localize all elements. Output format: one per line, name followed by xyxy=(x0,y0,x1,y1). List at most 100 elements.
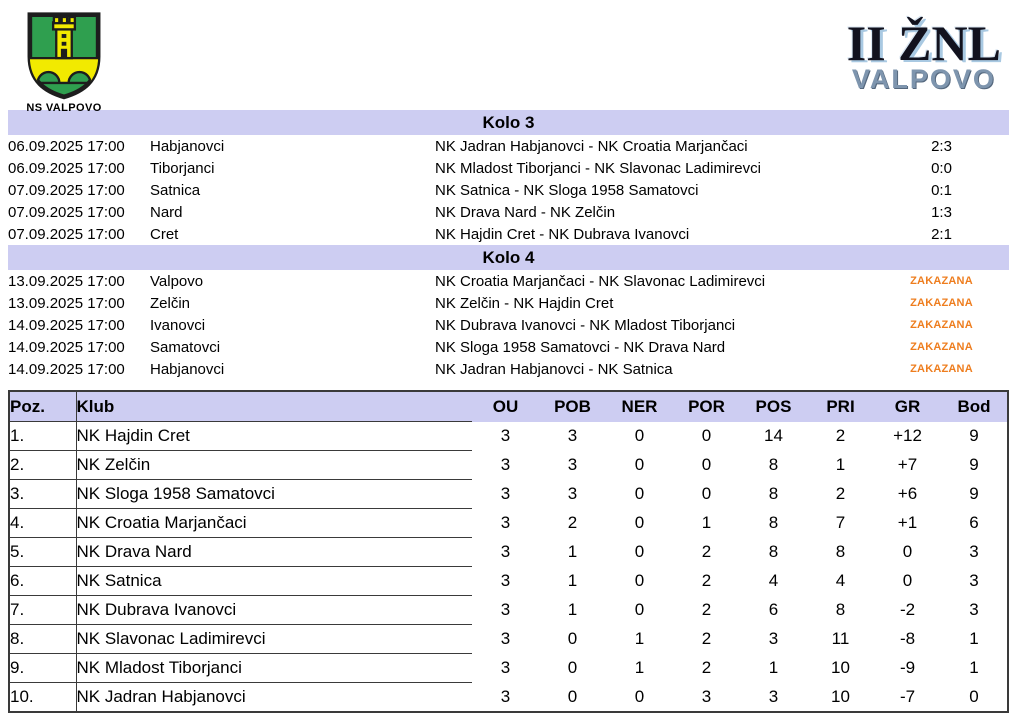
match-row: 07.09.2025 17:00 Satnica NK Satnica - NK… xyxy=(8,179,1009,201)
standings-position: 10. xyxy=(9,682,77,713)
standings-column-pos: POS xyxy=(740,391,807,422)
match-result: 2:3 xyxy=(931,137,952,155)
standings-stat: 3 xyxy=(969,600,979,619)
standings-stat: 0 xyxy=(969,686,979,706)
match-datetime: 13.09.2025 17:00 xyxy=(8,294,125,312)
match-teams: NK Zelčin - NK Hajdin Cret xyxy=(435,294,614,312)
standings-stat: 3 xyxy=(500,571,511,590)
match-datetime: 14.09.2025 17:00 xyxy=(8,316,125,334)
standings-stat: 1 xyxy=(567,571,578,590)
match-result: ZAKAZANA xyxy=(910,363,973,375)
standings-club: NK Slavonac Ladimirevci xyxy=(76,624,472,654)
standings-stat: 10 xyxy=(831,658,850,677)
standings-column-gr: GR xyxy=(874,391,941,422)
standings-stat: 2 xyxy=(835,426,846,445)
standings-row: 1. NK Hajdin Cret 3 3 0 0 14 2 +12 9 xyxy=(9,421,1008,451)
match-result: 2:1 xyxy=(931,225,952,243)
standings-stat: 2 xyxy=(701,658,712,677)
club-crest-block: NS VALPOVO xyxy=(18,10,110,114)
match-datetime: 07.09.2025 17:00 xyxy=(8,181,125,199)
standings-position: 8. xyxy=(9,624,77,654)
standings-stat: 9 xyxy=(969,455,979,474)
standings-column-klub: Klub xyxy=(76,391,472,422)
standings-stat: 6 xyxy=(969,513,979,532)
standings-column-ou: OU xyxy=(472,391,539,422)
match-teams: NK Jadran Habjanovci - NK Satnica xyxy=(435,360,673,378)
standings-stat: 2 xyxy=(701,542,712,561)
match-datetime: 07.09.2025 17:00 xyxy=(8,225,125,243)
match-venue: Zelčin xyxy=(150,294,191,312)
standings-column-pri: PRI xyxy=(807,391,874,422)
match-result: ZAKAZANA xyxy=(910,319,973,331)
standings-position: 2. xyxy=(9,450,77,480)
match-result: ZAKAZANA xyxy=(910,297,973,309)
standings-row: 5. NK Drava Nard 3 1 0 2 8 8 0 3 xyxy=(9,537,1008,567)
standings-stat: 8 xyxy=(768,513,779,532)
club-crest-icon xyxy=(27,12,101,100)
standings-stat: 3 xyxy=(500,542,511,561)
match-teams: NK Croatia Marjančaci - NK Slavonac Ladi… xyxy=(435,272,766,290)
match-venue: Nard xyxy=(150,203,183,221)
standings-stat: 14 xyxy=(764,426,783,445)
standings-row: 4. NK Croatia Marjančaci 3 2 0 1 8 7 +1 6 xyxy=(9,508,1008,538)
standings-position: 5. xyxy=(9,537,77,567)
match-venue: Valpovo xyxy=(150,272,204,290)
standings-column-pob: POB xyxy=(539,391,606,422)
match-result: ZAKAZANA xyxy=(910,341,973,353)
standings-stat: 3 xyxy=(500,455,511,474)
standings-stat: 1 xyxy=(969,658,979,677)
round-title: Kolo 4 xyxy=(8,245,1009,270)
standings-stat: 4 xyxy=(835,571,846,590)
match-datetime: 07.09.2025 17:00 xyxy=(8,203,125,221)
standings-stat: 3 xyxy=(500,686,511,706)
standings-stat: 7 xyxy=(835,513,846,532)
standings-stat: -7 xyxy=(899,686,916,706)
standings-column-ner: NER xyxy=(606,391,673,422)
match-result: ZAKAZANA xyxy=(910,275,973,287)
standings-position: 9. xyxy=(9,653,77,683)
standings-column-poz: Poz. xyxy=(9,391,77,422)
standings-stat: 0 xyxy=(701,426,712,445)
match-venue: Samatovci xyxy=(150,338,221,356)
standings-stat: 3 xyxy=(701,686,712,706)
standings-column-por: POR xyxy=(673,391,740,422)
standings-stat: +6 xyxy=(897,484,918,503)
standings-stat: 0 xyxy=(634,542,645,561)
match-result: 0:1 xyxy=(931,181,952,199)
standings-stat: 1 xyxy=(634,658,645,677)
standings-row: 8. NK Slavonac Ladimirevci 3 0 1 2 3 11 -8 1 xyxy=(9,624,1008,654)
standings-position: 6. xyxy=(9,566,77,596)
standings-stat: 1 xyxy=(567,542,578,561)
standings-row: 9. NK Mladost Tiborjanci 3 0 1 2 1 10 -9 1 xyxy=(9,653,1008,683)
standings-club: NK Satnica xyxy=(76,566,472,596)
match-teams: NK Dubrava Ivanovci - NK Mladost Tiborja… xyxy=(435,316,736,334)
standings-club: NK Dubrava Ivanovci xyxy=(76,595,472,625)
standings-stat: 9 xyxy=(969,426,979,445)
standings-stat: 3 xyxy=(567,484,578,503)
standings-stat: 3 xyxy=(500,513,511,532)
match-datetime: 06.09.2025 17:00 xyxy=(8,137,125,155)
standings-stat: 1 xyxy=(567,600,578,619)
round-matches: 13.09.2025 17:00 Valpovo NK Croatia Marj… xyxy=(8,270,1009,380)
standings-stat: 8 xyxy=(768,455,779,474)
standings-stat: 3 xyxy=(500,658,511,677)
page-header: NS VALPOVO II ŽNL VALPOVO xyxy=(0,0,1017,114)
match-result: 0:0 xyxy=(931,159,952,177)
standings-club: NK Jadran Habjanovci xyxy=(76,682,472,713)
standings-stat: 2 xyxy=(701,629,712,648)
standings-club: NK Sloga 1958 Samatovci xyxy=(76,479,472,509)
standings-stat: 8 xyxy=(835,600,846,619)
round-section: Kolo 4 13.09.2025 17:00 Valpovo NK Croat… xyxy=(8,245,1009,380)
standings-stat: 1 xyxy=(969,629,979,648)
match-row: 13.09.2025 17:00 Valpovo NK Croatia Marj… xyxy=(8,270,1009,292)
match-teams: NK Jadran Habjanovci - NK Croatia Marjan… xyxy=(435,137,748,155)
match-datetime: 14.09.2025 17:00 xyxy=(8,338,125,356)
standings-position: 1. xyxy=(9,421,77,451)
standings-club: NK Hajdin Cret xyxy=(76,421,472,451)
standings-stat: 0 xyxy=(634,513,645,532)
standings-stat: 0 xyxy=(634,686,645,706)
standings-column-bod: Bod xyxy=(941,391,1008,422)
standings-stat: 11 xyxy=(831,629,850,648)
match-result: 1:3 xyxy=(931,203,952,221)
match-venue: Tiborjanci xyxy=(150,159,215,177)
